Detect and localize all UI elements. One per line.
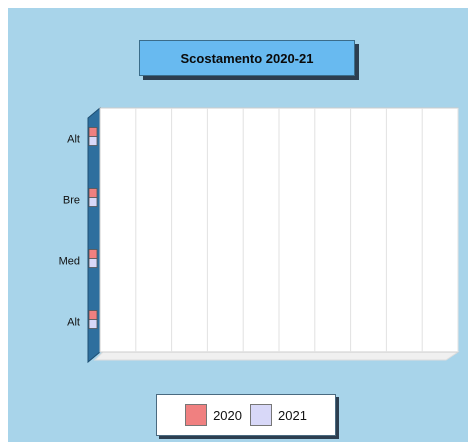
- bar-2020: [88, 249, 98, 259]
- chart-title: Scostamento 2020-21: [139, 40, 355, 76]
- category-label: Med: [59, 256, 80, 268]
- category-ticks: Alt Med Bre Alt: [59, 134, 80, 329]
- legend-label-2021: 2021: [278, 407, 307, 423]
- bars: [88, 127, 98, 329]
- category-label: Alt: [67, 317, 80, 329]
- plot-floor: [93, 351, 460, 361]
- legend-item-2021: 2021: [250, 404, 307, 426]
- category-label: Alt: [67, 134, 80, 146]
- chart-title-text: Scostamento 2020-21: [180, 50, 314, 66]
- bar-2021: [88, 197, 98, 207]
- legend-label-2020: 2020: [213, 407, 242, 423]
- legend: 2020 2021: [156, 394, 336, 436]
- bar-2021: [88, 258, 98, 268]
- category-label: Bre: [63, 195, 80, 207]
- legend-swatch-2020: [185, 404, 208, 426]
- legend-swatch-2021: [250, 404, 272, 426]
- bar-2020: [88, 310, 98, 320]
- bar-2021: [88, 136, 98, 146]
- bar-2021: [88, 319, 98, 329]
- gridlines: [135, 108, 459, 352]
- bar-2020: [88, 188, 98, 198]
- bar-2020: [88, 127, 98, 137]
- legend-item-2020: 2020: [185, 404, 242, 426]
